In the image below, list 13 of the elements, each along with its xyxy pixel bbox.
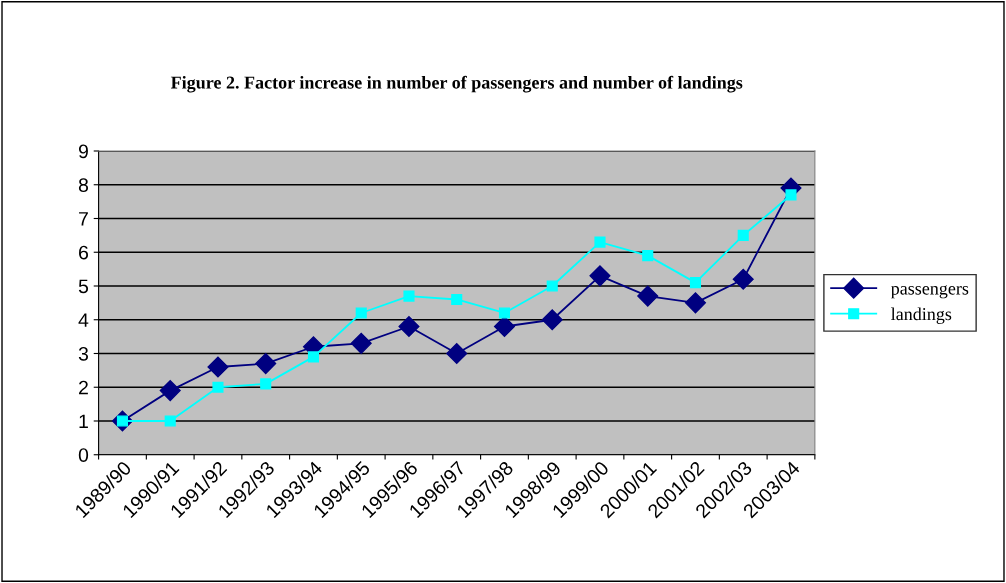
chart-title: Figure 2. Factor increase in number of passengers and number of landings [170, 75, 743, 93]
y-tick-label: 0 [78, 448, 89, 462]
y-tick-label: 9 [78, 144, 88, 159]
y-tick-label: 1 [79, 414, 88, 429]
legend-label: passengers [890, 285, 969, 299]
y-tick-label: 8 [78, 178, 89, 192]
y-tick-label: 6 [79, 245, 89, 260]
y-tick-label: 3 [78, 346, 89, 361]
y-tick-label: 5 [78, 279, 89, 294]
y-tick-label: 7 [79, 212, 88, 226]
y-tick-label: 4 [78, 313, 89, 327]
y-tick-label: 2 [79, 380, 88, 395]
legend-label: landings [891, 307, 952, 324]
